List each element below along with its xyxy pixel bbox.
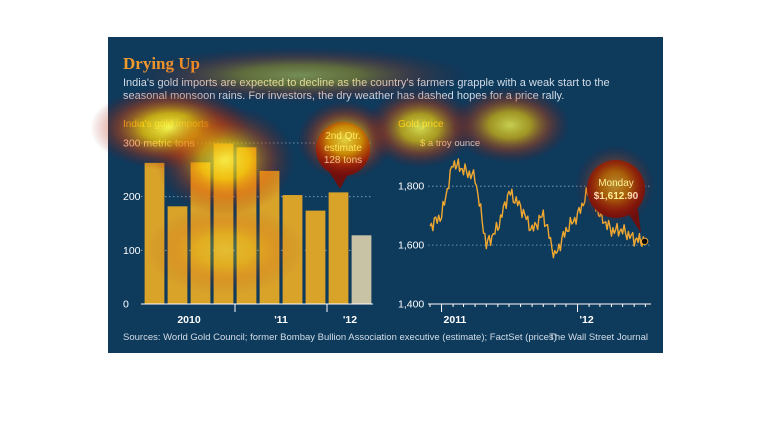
estimate-callout-line1: 2nd Qtr. [325, 131, 361, 142]
bar [305, 210, 326, 304]
price-callout-bubble [587, 160, 645, 218]
bar-x-tick-label: '11 [274, 314, 288, 326]
price-endpoint-marker [640, 237, 649, 245]
price-callout-line1: Monday [598, 178, 634, 189]
line-y-tick-label: 1,400 [398, 299, 424, 311]
bar-y-tick-label: 200 [123, 191, 141, 203]
estimate-callout-pointer [330, 173, 348, 189]
estimate-callout-line3: 128 tons [324, 155, 362, 166]
bar [190, 162, 211, 304]
bar-estimate [351, 235, 372, 304]
bar-y-tick-label: 0 [123, 299, 129, 311]
sources-note: Sources: World Gold Council; former Bomb… [123, 332, 557, 343]
bar [144, 162, 165, 304]
chart-panel: Drying Up India's gold imports are expec… [108, 37, 663, 353]
line-y-tick-label: 1,800 [398, 181, 424, 193]
price-callout-pointer [628, 209, 641, 233]
line-x-tick-label: 2011 [444, 314, 467, 326]
bar [259, 170, 280, 304]
bar [328, 192, 349, 304]
bar-x-tick-label: 2010 [177, 314, 201, 326]
line-y-tick-label: 1,600 [398, 240, 424, 252]
bar-y-tick-label: 100 [123, 245, 141, 257]
bar-y-tick-label: 300 metric tons [123, 138, 195, 150]
price-callout-line2: $1,612.90 [594, 191, 639, 202]
line-x-tick-label: '12 [580, 314, 594, 326]
bar [213, 143, 234, 304]
brand-credit: The Wall Street Journal [549, 332, 648, 343]
bar [167, 206, 188, 304]
estimate-callout-line2: estimate [324, 143, 362, 154]
charts-svg: 0 100 200 300 metric tons 2010 '11 '12 2nd Qtr.… [123, 122, 651, 326]
bar-x-tick-label: '12 [343, 314, 357, 326]
bar [236, 147, 257, 304]
bar [282, 195, 303, 304]
